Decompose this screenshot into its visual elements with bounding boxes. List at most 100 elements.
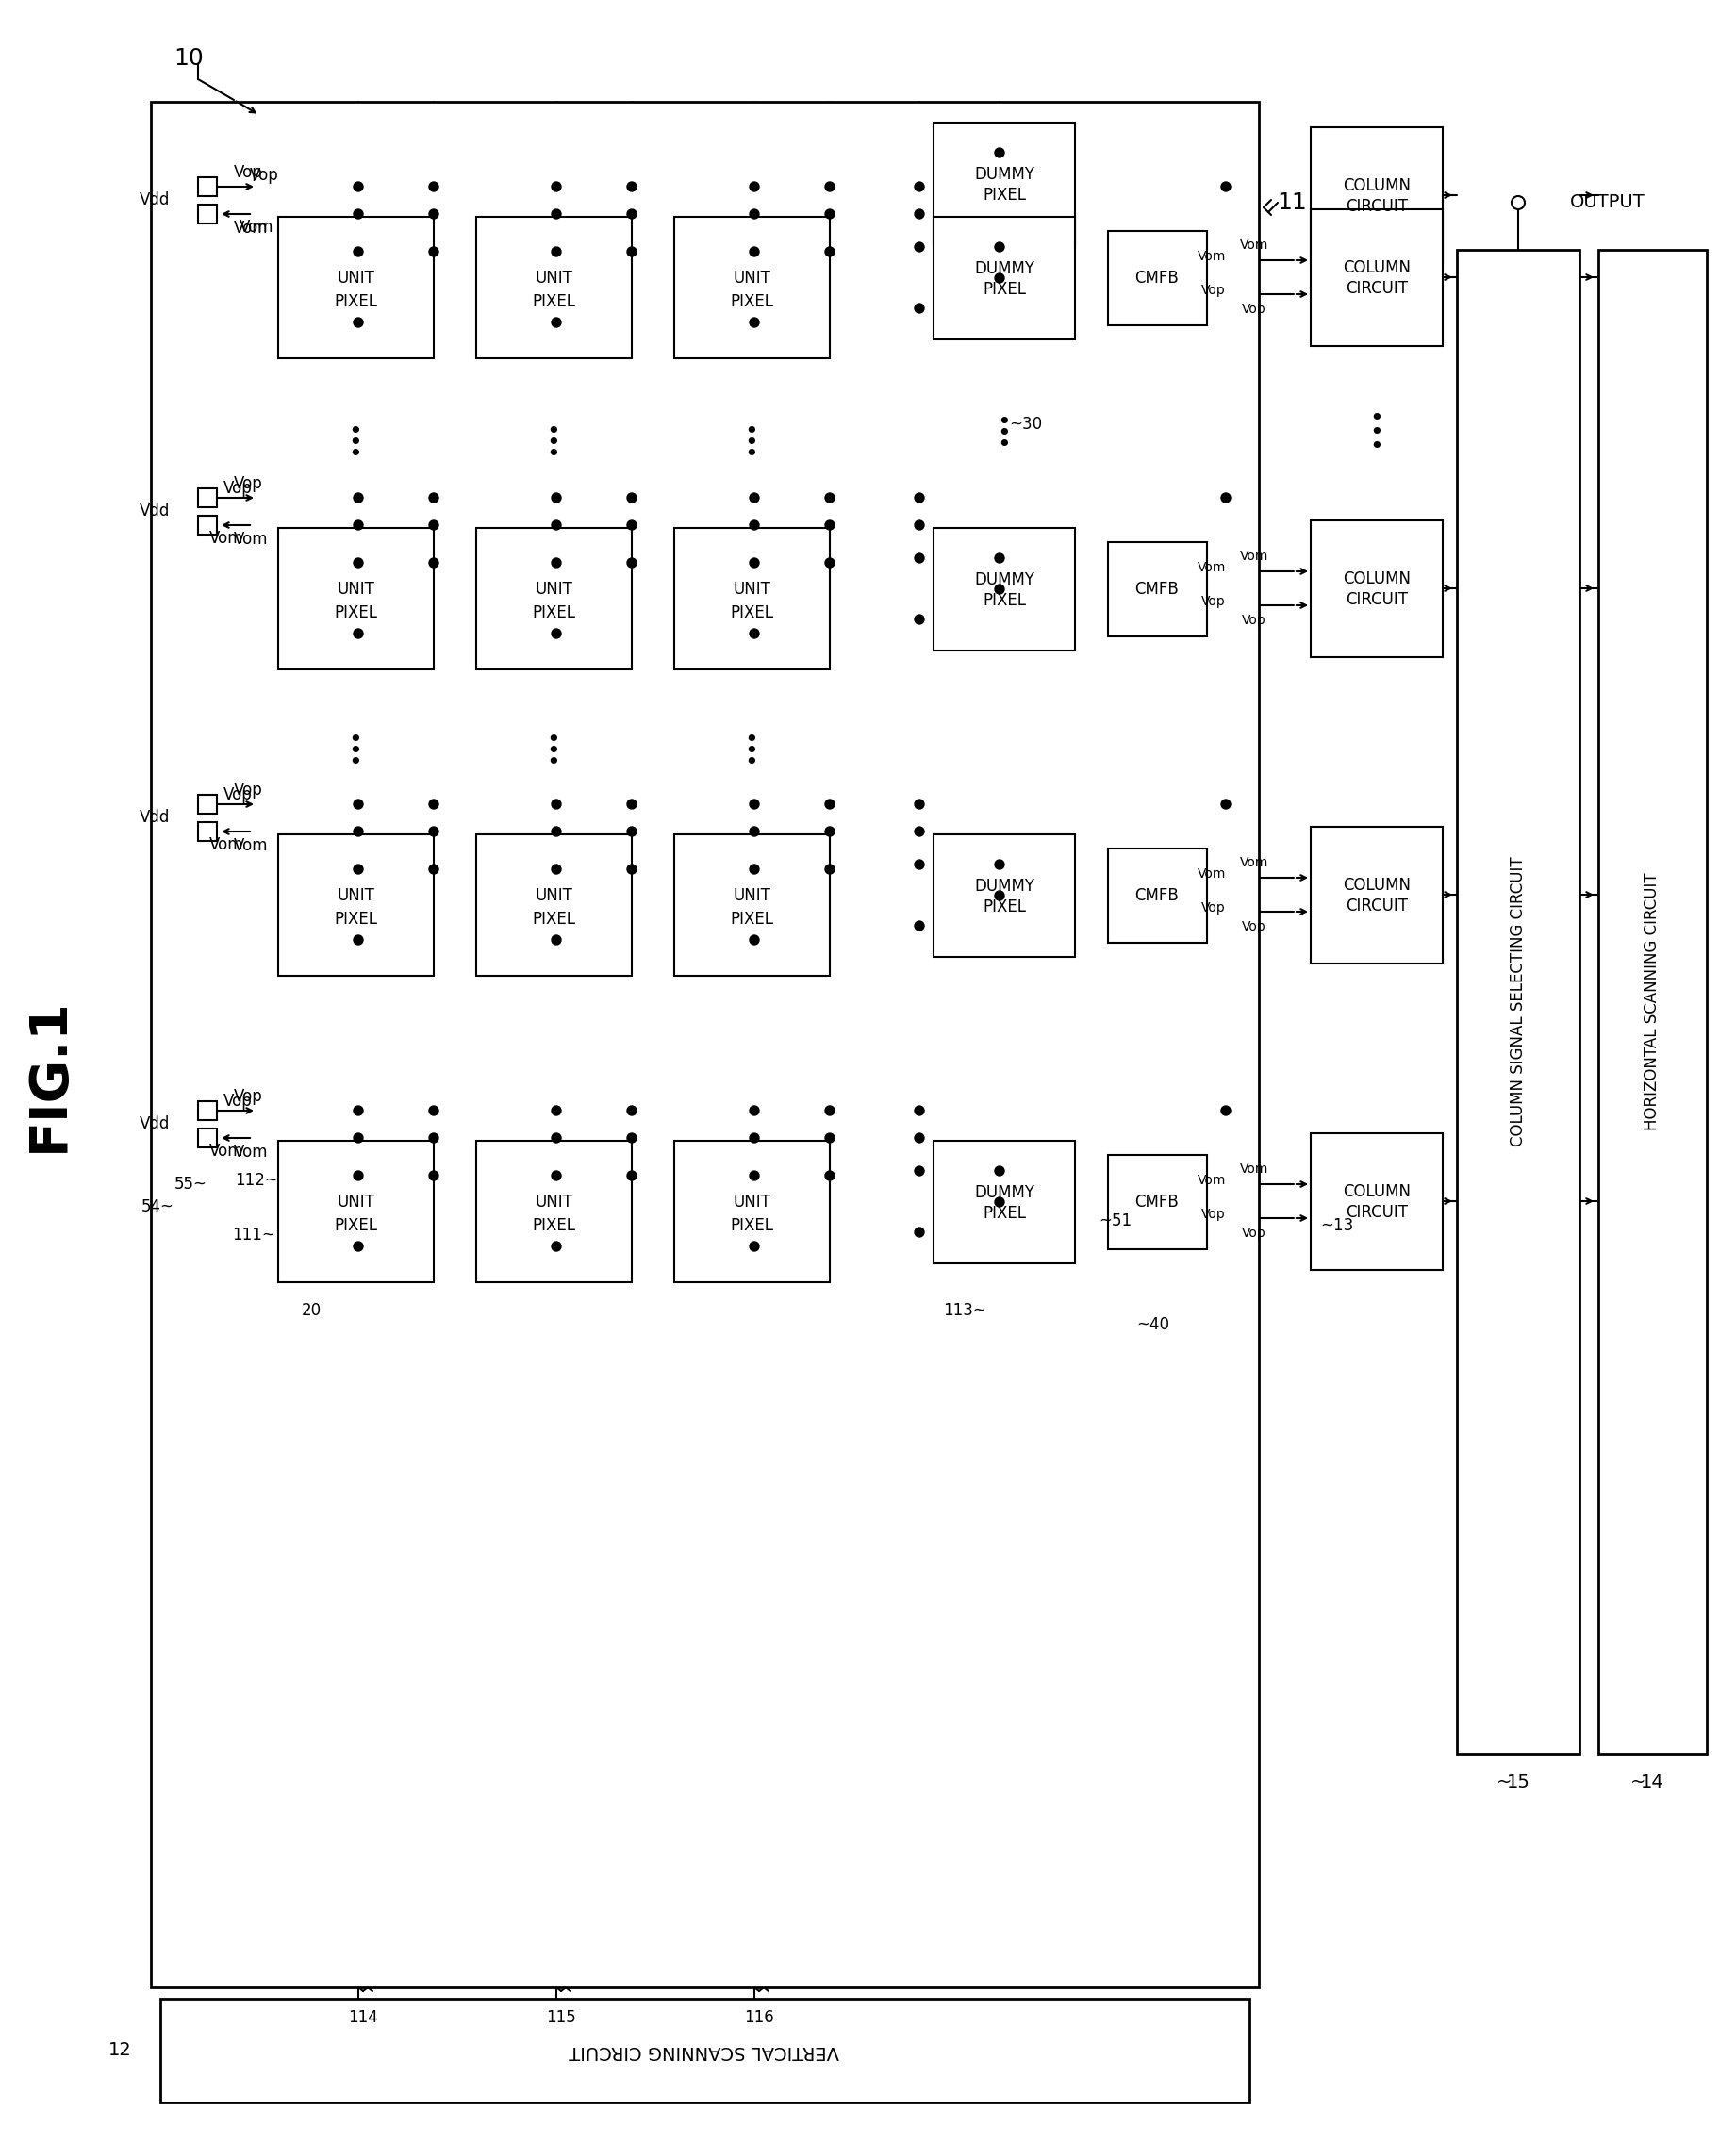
Circle shape <box>825 493 835 501</box>
Text: 115: 115 <box>547 2010 576 2025</box>
Circle shape <box>627 1106 637 1114</box>
Text: •: • <box>996 422 1010 446</box>
Text: ~51: ~51 <box>1099 1213 1132 1230</box>
Text: Vdd: Vdd <box>139 1114 170 1132</box>
Text: ~13: ~13 <box>1319 1217 1354 1234</box>
Text: Vom: Vom <box>208 1142 243 1159</box>
Bar <box>1599 251 1706 1753</box>
Circle shape <box>915 799 924 808</box>
Circle shape <box>915 493 924 501</box>
Circle shape <box>552 799 561 808</box>
Text: UNIT: UNIT <box>733 887 771 904</box>
Text: Vom: Vom <box>1240 238 1269 251</box>
Circle shape <box>750 182 759 191</box>
Text: PIXEL: PIXEL <box>333 911 377 928</box>
Circle shape <box>750 246 759 257</box>
Circle shape <box>995 891 1003 900</box>
Text: DUMMY: DUMMY <box>974 165 1035 182</box>
Text: Vom: Vom <box>1240 1162 1269 1177</box>
Text: PIXEL: PIXEL <box>729 604 773 621</box>
Bar <box>934 527 1075 651</box>
Circle shape <box>750 557 759 568</box>
Text: 112~: 112~ <box>234 1172 278 1189</box>
Circle shape <box>552 210 561 219</box>
Text: UNIT: UNIT <box>733 270 771 287</box>
Bar <box>934 1140 1075 1264</box>
Bar <box>198 178 217 197</box>
Bar <box>934 122 1075 244</box>
Text: •: • <box>1370 435 1384 459</box>
Circle shape <box>995 274 1003 283</box>
Text: COLUMN: COLUMN <box>1342 1183 1411 1200</box>
Text: Vop: Vop <box>224 786 253 804</box>
Circle shape <box>825 210 835 219</box>
Text: Vop: Vop <box>1201 596 1226 609</box>
Circle shape <box>825 557 835 568</box>
Bar <box>1457 251 1580 1753</box>
Circle shape <box>750 864 759 874</box>
Text: PIXEL: PIXEL <box>333 294 377 311</box>
Circle shape <box>429 493 439 501</box>
Bar <box>1311 210 1443 345</box>
Text: •: • <box>996 411 1010 433</box>
Circle shape <box>915 1106 924 1114</box>
Bar <box>198 795 217 814</box>
Circle shape <box>429 799 439 808</box>
Text: Vop: Vop <box>1241 613 1266 628</box>
Circle shape <box>627 557 637 568</box>
Bar <box>674 527 830 669</box>
Text: VERTICAL SCANNING CIRCUIT: VERTICAL SCANNING CIRCUIT <box>569 2042 840 2059</box>
Circle shape <box>1220 1106 1231 1114</box>
Text: CIRCUIT: CIRCUIT <box>1345 898 1408 915</box>
Text: PIXEL: PIXEL <box>729 911 773 928</box>
Bar <box>198 204 217 223</box>
Circle shape <box>552 557 561 568</box>
Text: •: • <box>349 420 363 444</box>
Text: ~: ~ <box>1630 1772 1646 1792</box>
Text: •: • <box>1370 407 1384 431</box>
Text: DUMMY: DUMMY <box>974 879 1035 896</box>
Text: PIXEL: PIXEL <box>333 1217 377 1234</box>
Circle shape <box>354 182 363 191</box>
Text: DUMMY: DUMMY <box>974 259 1035 276</box>
Text: •: • <box>547 431 561 454</box>
Text: •: • <box>547 444 561 465</box>
Circle shape <box>915 182 924 191</box>
Text: PIXEL: PIXEL <box>729 1217 773 1234</box>
Circle shape <box>552 182 561 191</box>
Bar <box>476 1140 632 1282</box>
Text: Vom: Vom <box>1240 855 1269 870</box>
Circle shape <box>750 1106 759 1114</box>
Circle shape <box>354 827 363 836</box>
Text: •: • <box>349 444 363 465</box>
Circle shape <box>915 827 924 836</box>
Text: ~: ~ <box>1496 1772 1512 1792</box>
Circle shape <box>750 934 759 945</box>
Text: COLUMN: COLUMN <box>1342 259 1411 276</box>
Text: ~40: ~40 <box>1137 1316 1170 1333</box>
Circle shape <box>627 493 637 501</box>
Bar <box>278 834 434 975</box>
Circle shape <box>429 827 439 836</box>
Text: CIRCUIT: CIRCUIT <box>1345 591 1408 609</box>
Circle shape <box>552 628 561 639</box>
Circle shape <box>552 1241 561 1252</box>
Circle shape <box>995 1166 1003 1177</box>
Text: Vom: Vom <box>208 529 243 546</box>
Circle shape <box>825 799 835 808</box>
Text: •: • <box>349 739 363 763</box>
Text: Vdd: Vdd <box>139 501 170 519</box>
Text: Vop: Vop <box>1201 902 1226 915</box>
Text: •: • <box>547 752 561 774</box>
Text: OUTPUT: OUTPUT <box>1569 193 1646 212</box>
Circle shape <box>354 493 363 501</box>
Circle shape <box>825 827 835 836</box>
Text: PIXEL: PIXEL <box>983 281 1026 298</box>
Bar <box>674 1140 830 1282</box>
Bar <box>674 834 830 975</box>
Text: PIXEL: PIXEL <box>531 604 575 621</box>
Text: CMFB: CMFB <box>1135 581 1179 598</box>
Circle shape <box>825 246 835 257</box>
Text: Vdd: Vdd <box>139 808 170 825</box>
Circle shape <box>552 864 561 874</box>
